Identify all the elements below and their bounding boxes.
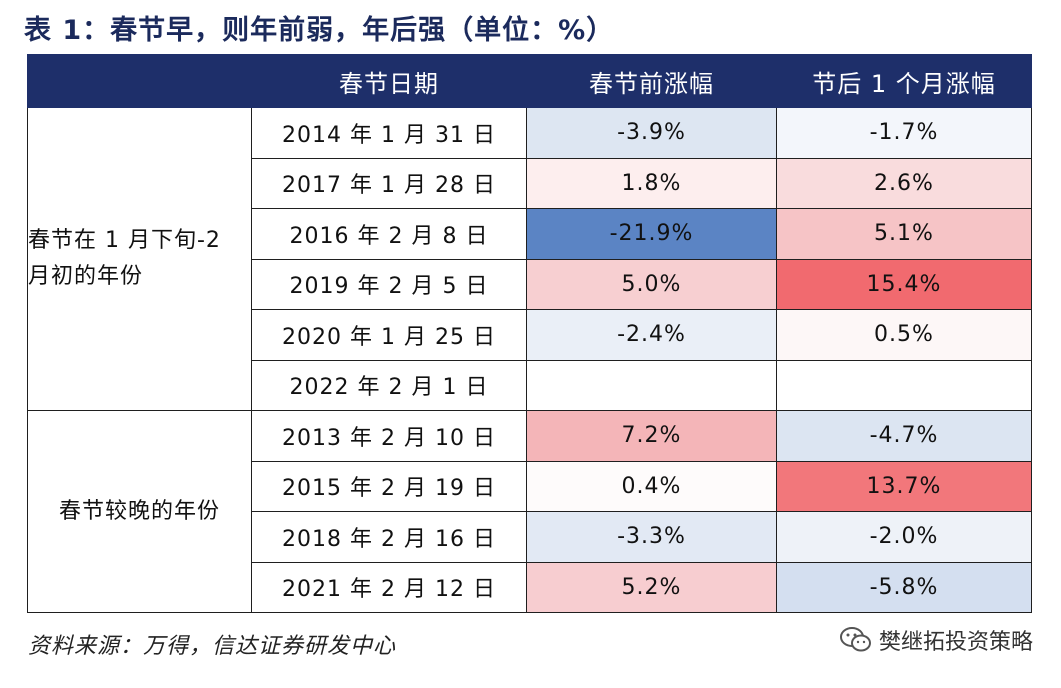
date-cell: 2019 年 2 月 5 日 bbox=[251, 258, 527, 310]
pre-change-cell bbox=[526, 359, 777, 411]
date-cell: 2013 年 2 月 10 日 bbox=[251, 410, 527, 462]
post-change-cell: -1.7% bbox=[776, 107, 1032, 159]
post-change-cell: 0.5% bbox=[776, 309, 1032, 361]
date-cell: 2021 年 2 月 12 日 bbox=[251, 561, 527, 613]
pre-change-cell: -2.4% bbox=[526, 309, 777, 361]
table-row: 2019 年 2 月 5 日 5.0% 15.4% bbox=[28, 258, 1032, 310]
table-row: 春节在 1 月下旬-2 月初的年份 2014 年 1 月 31 日 -3.9% -1.… bbox=[27, 107, 1032, 411]
date-cell: 2020 年 1 月 25 日 bbox=[251, 309, 527, 361]
table-row: 2020 年 1 月 25 日 -2.4% 0.5% bbox=[28, 309, 1032, 361]
pre-change-cell: 5.2% bbox=[526, 561, 777, 613]
group-label-text: 春节在 1 月下旬-2 月初的年份 bbox=[28, 228, 221, 289]
group-label: 春节在 1 月下旬-2 月初的年份 bbox=[27, 107, 252, 411]
header-date: 春节日期 bbox=[251, 54, 527, 108]
watermark-text: 樊继拓投资策略 bbox=[878, 630, 1033, 655]
pre-change-cell: 5.0% bbox=[526, 258, 777, 310]
table-title: 表 1：春节早，则年前弱，年后强（单位：%） bbox=[24, 15, 615, 46]
pre-change-cell: -3.3% bbox=[526, 511, 777, 563]
header-post-change: 节后 1 个月涨幅 bbox=[776, 54, 1032, 108]
date-cell: 2022 年 2 月 1 日 bbox=[251, 359, 527, 411]
table-row: 2016 年 2 月 8 日 -21.9% 5.1% bbox=[28, 208, 1032, 260]
date-cell: 2014 年 1 月 31 日 bbox=[251, 107, 527, 159]
post-change-cell: -2.0% bbox=[776, 511, 1032, 563]
post-change-cell: 5.1% bbox=[776, 208, 1032, 260]
post-change-cell: 13.7% bbox=[776, 460, 1032, 512]
post-change-cell: -4.7% bbox=[776, 410, 1032, 462]
pre-change-cell: 7.2% bbox=[526, 410, 777, 462]
group-label-text: 春节较晚的年份 bbox=[58, 498, 220, 524]
post-change-cell bbox=[776, 359, 1032, 411]
header-pre-change: 春节前涨幅 bbox=[526, 54, 777, 108]
group-label: 春节较晚的年份 bbox=[27, 410, 252, 613]
pre-change-cell: -3.9% bbox=[526, 107, 777, 159]
post-change-cell: -5.8% bbox=[776, 561, 1032, 613]
post-change-cell: 15.4% bbox=[776, 258, 1032, 310]
table-row: 2015 年 2 月 19 日 0.4% 13.7% bbox=[28, 460, 1032, 512]
date-cell: 2018 年 2 月 16 日 bbox=[251, 511, 527, 563]
watermark: 樊继拓投资策略 bbox=[839, 624, 1033, 656]
post-change-cell: 2.6% bbox=[776, 157, 1032, 209]
source-note: 资料来源：万得，信达证券研发中心 bbox=[28, 634, 397, 659]
header-group bbox=[27, 54, 252, 108]
pre-change-cell: 1.8% bbox=[526, 157, 777, 209]
table-row: 春节较晚的年份 2013 年 2 月 10 日 7.2% -4.7% bbox=[27, 410, 1032, 613]
data-table: 春节日期 春节前涨幅 节后 1 个月涨幅 春节在 1 月下旬-2 月初的年份 20… bbox=[27, 54, 1032, 613]
table-row: 2018 年 2 月 16 日 -3.3% -2.0% bbox=[28, 511, 1032, 563]
date-cell: 2016 年 2 月 8 日 bbox=[251, 208, 527, 260]
pre-change-cell: 0.4% bbox=[526, 460, 777, 512]
date-cell: 2017 年 1 月 28 日 bbox=[251, 157, 527, 209]
table-row: 2021 年 2 月 12 日 5.2% -5.8% bbox=[28, 561, 1032, 613]
header-row: 春节日期 春节前涨幅 节后 1 个月涨幅 bbox=[27, 54, 1032, 108]
wechat-icon bbox=[839, 626, 873, 654]
date-cell: 2015 年 2 月 19 日 bbox=[251, 460, 527, 512]
pre-change-cell: -21.9% bbox=[526, 208, 777, 260]
